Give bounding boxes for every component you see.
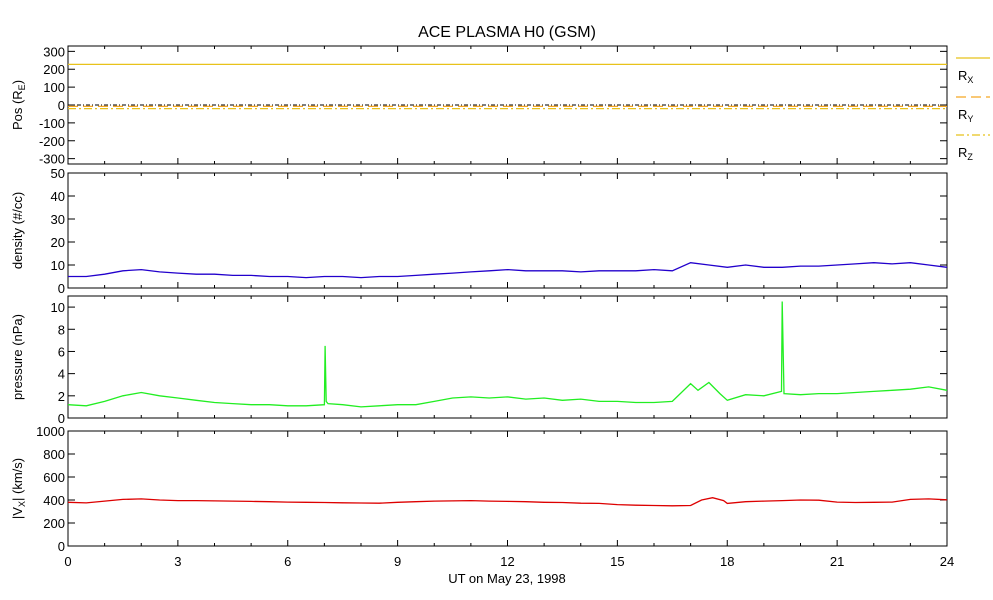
x-tick-label: 15 (610, 554, 624, 569)
velocity-ytick-label: 0 (58, 539, 65, 554)
x-tick-label: 18 (720, 554, 734, 569)
density-y-axis-title: density (#/cc) (10, 192, 25, 269)
pos-ytick-label: 100 (43, 80, 65, 95)
legend-label-main: R (958, 145, 967, 160)
velocity-ytick-label: 400 (43, 493, 65, 508)
x-tick-label: 21 (830, 554, 844, 569)
density-ytick-label: 20 (51, 235, 65, 250)
density-ytick-label: 40 (51, 189, 65, 204)
legend-label-sub: Z (967, 152, 973, 162)
pressure-y-axis-title: pressure (nPa) (10, 314, 25, 400)
density-frame (67, 172, 948, 289)
x-tick-label: 6 (284, 554, 291, 569)
velocity-ytick-label: 1000 (36, 424, 65, 439)
pressure-frame (67, 295, 948, 419)
legend-label-y: RY (958, 107, 973, 124)
pressure-ytick-label: 6 (58, 344, 65, 359)
velocity-y-axis-title-main: |V (10, 507, 25, 519)
density-series-line-0 (68, 262, 948, 279)
panel-density: 50 40 30 20 10 0 density (#/cc) (10, 166, 948, 296)
x-tick-label: 24 (940, 554, 954, 569)
pressure-y-axis-title-text: pressure (nPa) (10, 314, 25, 400)
density-ytick-label: 10 (51, 258, 65, 273)
legend-label-main: R (958, 107, 967, 122)
pos-ytick-label: -300 (39, 152, 65, 167)
x-tick-label: 12 (500, 554, 514, 569)
panel-pressure: 10 8 6 4 2 0 pressure (nPa) (10, 295, 948, 426)
legend-label-sub: X (967, 75, 973, 85)
pos-ytick-label: -100 (39, 116, 65, 131)
pos-ytick-label: 200 (43, 62, 65, 77)
legend-label-sub: Y (967, 114, 973, 124)
density-y-axis-title-text: density (#/cc) (10, 192, 25, 269)
velocity-frame (67, 430, 948, 547)
density-ytick-label: 0 (58, 281, 65, 296)
pressure-ytick-label: 2 (58, 389, 65, 404)
legend-label-x: RX (958, 68, 973, 85)
density-ytick-label: 30 (51, 212, 65, 227)
velocity-ytick-label: 600 (43, 470, 65, 485)
density-ytick-label: 50 (51, 166, 65, 181)
x-tick-label: 0 (64, 554, 71, 569)
legend-label-main: R (958, 68, 967, 83)
x-axis-title: UT on May 23, 1998 (448, 571, 566, 586)
legend-label-z: RZ (958, 145, 973, 162)
pressure-ytick-label: 8 (58, 322, 65, 337)
velocity-series-line-0 (67, 497, 948, 507)
pos-ytick-label: 0 (58, 98, 65, 113)
velocity-y-axis-title: |VX| (km/s) (10, 458, 27, 519)
pos-ytick-label: 300 (43, 44, 65, 59)
pos-y-axis-title: Pos (RE) (10, 80, 27, 130)
velocity-ytick-label: 200 (43, 516, 65, 531)
x-axis-tick-labels: 0 3 6 9 12 15 18 21 24 (64, 554, 954, 569)
panel-velocity: 1000 800 600 400 200 0 |VX| (km/s) (10, 424, 948, 554)
chart-title: ACE PLASMA H0 (GSM) (418, 24, 596, 41)
pos-y-axis-title-sub: E (17, 84, 27, 90)
velocity-y-axis-title-end: | (km/s) (10, 458, 25, 501)
velocity-ytick-label: 800 (43, 447, 65, 462)
x-tick-label: 9 (394, 554, 401, 569)
pos-ytick-label: -200 (39, 134, 65, 149)
pos-y-axis-title-end: ) (10, 80, 25, 84)
pressure-ytick-label: 4 (58, 367, 65, 382)
pos-y-axis-title-main: Pos (R (10, 90, 25, 130)
pressure-series-line-0 (67, 301, 948, 408)
velocity-y-axis-title-sub: X (17, 501, 27, 507)
x-tick-label: 3 (174, 554, 181, 569)
pressure-ytick-label: 10 (51, 300, 65, 315)
pressure-ytick-label: 0 (58, 411, 65, 426)
